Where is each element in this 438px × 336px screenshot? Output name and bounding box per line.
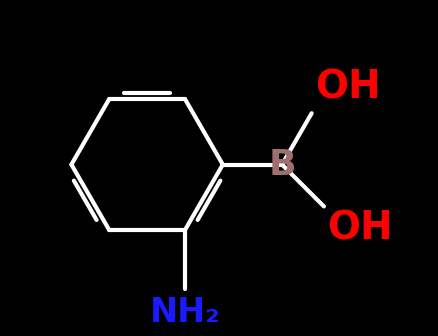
Text: OH: OH: [326, 210, 392, 248]
Text: NH₂: NH₂: [149, 296, 220, 329]
Text: B: B: [268, 148, 295, 181]
Text: OH: OH: [314, 69, 380, 107]
